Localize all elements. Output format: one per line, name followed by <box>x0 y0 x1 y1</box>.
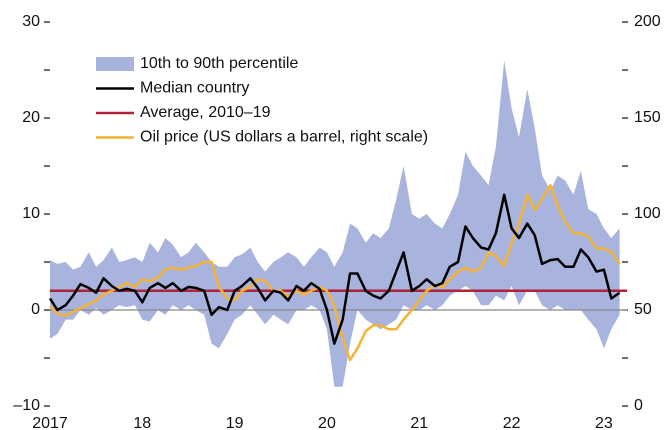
y-tick-label: 20 <box>22 109 40 126</box>
series-line <box>48 193 621 345</box>
legend-swatch <box>96 57 134 71</box>
y2-tick-label: 50 <box>634 301 652 318</box>
x-tick-label: 2017 <box>32 415 68 430</box>
legend: 10th to 90th percentile Median country Ave… <box>96 55 428 146</box>
y-tick-label: 0 <box>31 301 40 318</box>
y2-tick-label: 200 <box>634 13 661 30</box>
legend-label: Median country <box>140 80 249 97</box>
x-tick-label: 18 <box>133 415 151 430</box>
y2-tick-label: 0 <box>634 397 643 414</box>
plot-area <box>48 60 627 387</box>
y2-tick-label: 100 <box>634 205 661 222</box>
legend-label: Average, 2010–19 <box>140 104 271 121</box>
legend-label: Oil price (US dollars a barrel, right sc… <box>140 129 428 146</box>
y-tick-label: 30 <box>22 13 40 30</box>
legend-label: 10th to 90th percentile <box>140 55 298 72</box>
y-tick-label: 10 <box>22 205 40 222</box>
x-tick-label: 22 <box>503 415 521 430</box>
x-tick-label: 20 <box>318 415 336 430</box>
y-tick-label: –10 <box>13 397 40 414</box>
series-line <box>49 183 621 362</box>
y2-tick-label: 150 <box>634 109 661 126</box>
x-tick-label: 19 <box>226 415 244 430</box>
percentile-band <box>50 60 620 387</box>
x-tick-label: 21 <box>410 415 428 430</box>
x-tick-label: 23 <box>595 415 613 430</box>
